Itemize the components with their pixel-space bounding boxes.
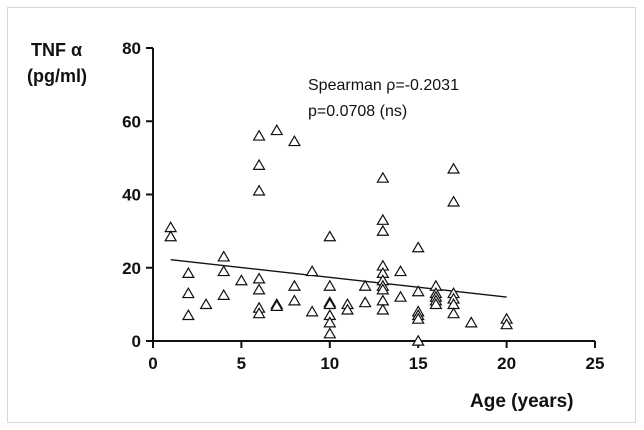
- data-point: [376, 303, 390, 315]
- data-point: [411, 334, 425, 346]
- data-points: [164, 124, 514, 346]
- data-point: [447, 162, 461, 174]
- data-point: [252, 283, 266, 295]
- tick-labels: 0 20 40 60 80 0 5 10 15 20 25: [122, 39, 604, 373]
- data-point: [429, 297, 443, 310]
- data-point: [181, 308, 195, 321]
- data-point: [305, 305, 319, 317]
- data-point: [287, 279, 301, 291]
- data-point: [181, 286, 195, 299]
- data-point: [464, 316, 478, 328]
- data-point: [305, 265, 319, 277]
- data-point: [447, 307, 461, 319]
- data-point: [323, 230, 337, 242]
- data-point: [287, 294, 301, 306]
- x-tick-label: 20: [497, 354, 516, 373]
- data-point: [323, 279, 337, 291]
- data-point: [252, 307, 266, 319]
- data-point: [270, 299, 284, 311]
- data-point: [323, 316, 337, 328]
- axes: [146, 47, 596, 348]
- data-point: [234, 274, 248, 286]
- data-point: [376, 171, 390, 183]
- x-tick-label: 5: [237, 354, 246, 373]
- data-point: [447, 195, 461, 207]
- data-point: [217, 265, 231, 277]
- data-point: [199, 297, 213, 310]
- data-point: [287, 135, 301, 147]
- data-point: [252, 129, 266, 141]
- x-tick-label: 0: [148, 354, 157, 373]
- data-point: [217, 288, 231, 300]
- y-tick-label: 80: [122, 39, 141, 58]
- data-point: [358, 296, 372, 308]
- data-point: [252, 184, 266, 196]
- y-tick-label: 60: [122, 112, 141, 131]
- data-point: [411, 241, 425, 253]
- y-tick-label: 0: [132, 332, 141, 351]
- x-axis-title: Age (years): [470, 391, 574, 412]
- y-axis-title-line1: TNF α: [31, 40, 82, 60]
- data-point: [340, 303, 354, 315]
- data-point: [164, 221, 178, 233]
- y-tick-label: 40: [122, 186, 141, 205]
- figure-frame: [7, 7, 636, 423]
- trendline: [170, 259, 507, 298]
- data-point: [358, 279, 372, 291]
- data-point: [323, 297, 337, 310]
- data-point: [394, 265, 408, 277]
- data-point: [376, 283, 390, 295]
- data-point: [164, 230, 178, 242]
- data-point: [500, 318, 514, 330]
- data-point: [270, 124, 284, 136]
- data-point: [376, 294, 390, 306]
- y-tick-label: 20: [122, 259, 141, 278]
- data-point: [394, 290, 408, 302]
- x-tick-label: 10: [320, 354, 339, 373]
- x-tick-label: 25: [586, 354, 605, 373]
- data-point: [217, 250, 231, 262]
- y-axis-title-line2: (pg/ml): [27, 66, 87, 86]
- p-value-annotation: p=0.0708 (ns): [308, 103, 407, 120]
- data-point: [411, 285, 425, 297]
- data-point: [252, 272, 266, 284]
- data-point: [376, 213, 390, 225]
- data-point: [252, 158, 266, 170]
- data-point: [376, 224, 390, 236]
- spearman-annotation: Spearman ρ=-0.2031: [308, 77, 459, 94]
- data-point: [181, 266, 195, 279]
- data-point: [411, 312, 425, 324]
- x-tick-label: 15: [409, 354, 428, 373]
- regression-line: [170, 259, 507, 298]
- data-point: [323, 327, 337, 339]
